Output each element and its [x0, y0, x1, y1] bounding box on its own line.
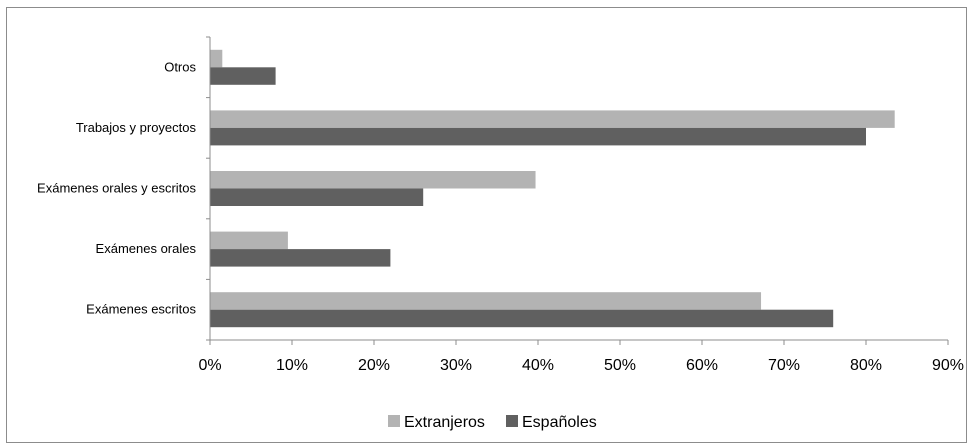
x-tick-label: 0%	[198, 357, 221, 374]
bar-espanoles-otros	[210, 67, 276, 85]
legend-label-extranjeros: Extranjeros	[404, 414, 485, 431]
legend-label-espanoles: Españoles	[522, 414, 597, 431]
category-label-otros: Otros	[164, 59, 196, 74]
category-labels: Otros Trabajos y proyectos Exámenes orales…	[37, 59, 196, 316]
bar-extranjeros-examenes-escritos	[210, 292, 761, 310]
category-label-examenes-escritos: Exámenes escritos	[86, 302, 196, 317]
bar-espanoles-examenes-orales	[210, 249, 390, 267]
bar-extranjeros-examenes-orales-y-escritos	[210, 171, 536, 189]
category-label-examenes-orales-y-escritos: Exámenes orales y escritos	[37, 181, 196, 196]
x-tick-labels: 0% 10% 20% 30% 40% 50% 60% 70% 80% 90%	[198, 357, 964, 374]
legend-swatch-extranjeros	[388, 415, 400, 427]
bar-extranjeros-trabajos-y-proyectos	[210, 110, 895, 128]
category-label-examenes-orales: Exámenes orales	[96, 241, 197, 256]
x-tick-label: 80%	[850, 357, 882, 374]
x-tick-label: 90%	[932, 357, 964, 374]
legend-swatch-espanoles	[506, 415, 518, 427]
x-tick-label: 50%	[604, 357, 636, 374]
bar-espanoles-examenes-escritos	[210, 310, 833, 328]
legend: Extranjeros Españoles	[388, 414, 597, 431]
bars-group	[210, 50, 895, 327]
bar-extranjeros-otros	[210, 50, 222, 68]
x-tick-label: 70%	[768, 357, 800, 374]
x-tick-label: 40%	[522, 357, 554, 374]
bar-espanoles-examenes-orales-y-escritos	[210, 189, 423, 207]
category-label-trabajos-y-proyectos: Trabajos y proyectos	[76, 120, 197, 135]
x-tick-label: 10%	[276, 357, 308, 374]
x-tick-label: 60%	[686, 357, 718, 374]
bar-espanoles-trabajos-y-proyectos	[210, 128, 866, 145]
bar-extranjeros-examenes-orales	[210, 232, 288, 250]
x-tick-label: 30%	[440, 357, 472, 374]
x-tick-label: 20%	[358, 357, 390, 374]
